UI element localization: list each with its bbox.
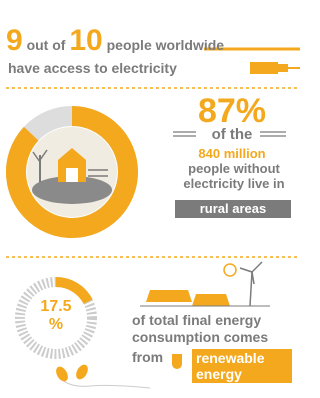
of-the: of the bbox=[168, 126, 296, 143]
from: from bbox=[132, 349, 163, 365]
headline-line2: have access to electricity bbox=[8, 60, 177, 76]
small-stat: 17.5 % bbox=[26, 298, 86, 334]
renewable-text: of total final energy consumption comes bbox=[132, 312, 302, 346]
connector: out of bbox=[27, 37, 66, 53]
amount: 840 million bbox=[168, 146, 296, 161]
total: 10 bbox=[69, 24, 102, 57]
count: 9 bbox=[6, 24, 23, 57]
rural-highlight: rural areas bbox=[175, 200, 291, 218]
rural-text: people without electricity live in bbox=[170, 161, 298, 191]
headline: 9 out of 10 people worldwide bbox=[6, 24, 224, 58]
stat-line: 17.5 bbox=[26, 298, 86, 316]
renewable-highlight: renewable energy bbox=[192, 349, 292, 383]
infographic: {"header": {"count": "9", "connector": "… bbox=[0, 0, 304, 398]
highlight: worldwide bbox=[156, 37, 224, 53]
stat-line: % bbox=[26, 316, 86, 334]
noun: people bbox=[107, 37, 152, 53]
